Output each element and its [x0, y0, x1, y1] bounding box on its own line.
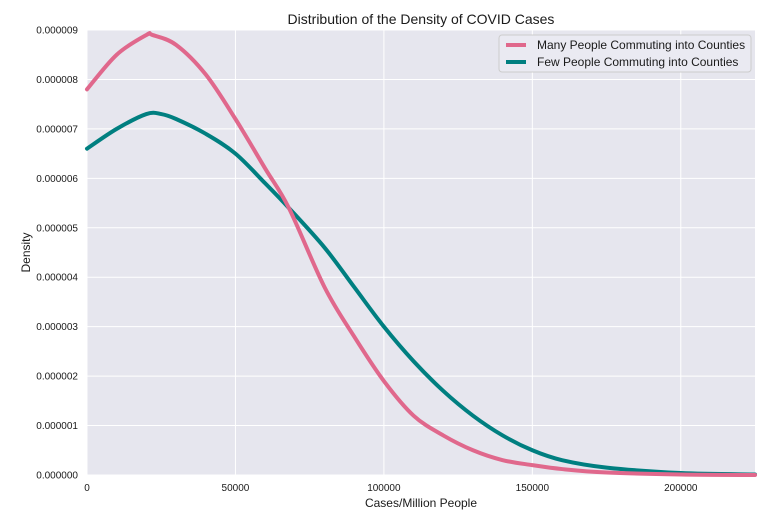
- series-line-few-commuting: [85, 110, 757, 477]
- tick-labels: 0 50000 100000 150000 200000 0.000000 0.000001…: [36, 26, 698, 495]
- x-tick-label: 0: [84, 483, 90, 494]
- chart-title: Distribution of the Density of COVID Cas…: [288, 11, 555, 27]
- y-tick-label: 0.000003: [36, 322, 78, 333]
- y-tick-label: 0.000005: [36, 223, 78, 234]
- grid-layer: [86, 29, 755, 476]
- series-line-many-commuting: [85, 31, 757, 477]
- x-axis-label: Cases/Million People: [365, 496, 477, 510]
- x-tick-label: 200000: [664, 483, 698, 494]
- series-layer: [85, 31, 757, 477]
- y-tick-label: 0.000007: [36, 124, 78, 135]
- y-tick-label: 0.000004: [36, 273, 78, 284]
- legend-entry-label: Few People Commuting into Counties: [537, 55, 738, 69]
- y-tick-label: 0.000002: [36, 372, 78, 383]
- y-tick-label: 0.000000: [36, 471, 78, 482]
- plot-background: [87, 30, 755, 475]
- y-tick-label: 0.000001: [36, 421, 78, 432]
- x-tick-label: 150000: [516, 483, 550, 494]
- y-tick-label: 0.000009: [36, 26, 78, 37]
- x-tick-label: 50000: [222, 483, 250, 494]
- y-axis-label: Density: [19, 232, 33, 272]
- y-tick-label: 0.000006: [36, 174, 78, 185]
- y-tick-label: 0.000008: [36, 75, 78, 86]
- legend: Many People Commuting into Counties Few P…: [498, 34, 752, 73]
- legend-entry-label: Many People Commuting into Counties: [537, 38, 745, 52]
- legend-box: [498, 34, 752, 73]
- x-tick-label: 100000: [367, 483, 401, 494]
